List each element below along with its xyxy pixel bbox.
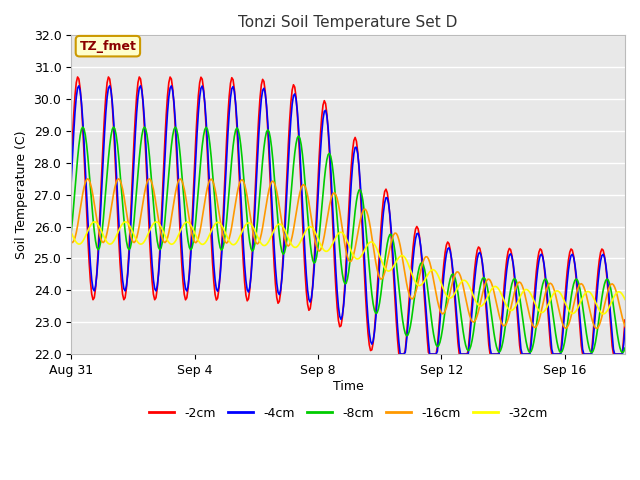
X-axis label: Time: Time <box>333 380 364 393</box>
Legend: -2cm, -4cm, -8cm, -16cm, -32cm: -2cm, -4cm, -8cm, -16cm, -32cm <box>144 402 552 425</box>
Title: Tonzi Soil Temperature Set D: Tonzi Soil Temperature Set D <box>238 15 458 30</box>
Y-axis label: Soil Temperature (C): Soil Temperature (C) <box>15 131 28 259</box>
Text: TZ_fmet: TZ_fmet <box>79 40 136 53</box>
